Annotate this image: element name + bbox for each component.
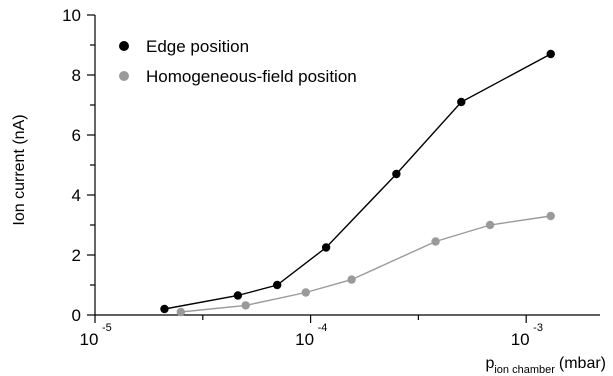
data-point (431, 237, 440, 246)
data-point (241, 301, 250, 310)
series-1 (160, 49, 555, 314)
data-point (321, 243, 331, 252)
series-line (164, 53, 552, 310)
y-tick-label: 6 (72, 126, 81, 145)
y-tick-label: 4 (72, 186, 81, 205)
legend-label: Homogeneous-field position (146, 67, 357, 86)
x-tick-label-base: 10 (511, 330, 530, 349)
series-layer (160, 49, 555, 317)
data-point (176, 307, 185, 317)
x-axis-title-subscript: ion chamber (494, 364, 555, 376)
legend-label: Edge position (146, 37, 249, 56)
legend: Edge position Homogeneous-field position (119, 37, 357, 86)
y-tick-label: 10 (62, 6, 81, 25)
x-tick-label-exponent: -4 (318, 322, 328, 334)
legend-marker (119, 41, 129, 51)
x-axis-title-main: p (485, 355, 494, 372)
x-tick-label-exponent: -3 (533, 322, 543, 334)
y-tick-label: 8 (72, 66, 81, 85)
x-tick-label-base: 10 (295, 330, 314, 349)
x-tick-label-base: 10 (80, 330, 99, 349)
data-point (233, 291, 243, 300)
series-2 (176, 211, 555, 317)
x-axis-title-unit: (mbar) (559, 355, 606, 372)
data-point (546, 49, 555, 59)
x-axis-title: pion chamber (mbar) (485, 355, 606, 376)
data-point (485, 220, 495, 230)
data-point (301, 288, 310, 297)
y-tick-label: 2 (72, 246, 81, 265)
data-point (160, 304, 169, 314)
data-point (272, 280, 282, 290)
data-point (392, 169, 401, 179)
y-axis-title: Ion current (nA) (11, 114, 28, 225)
data-point (347, 275, 356, 284)
y-tick-label: 0 (72, 306, 81, 325)
data-point (457, 97, 466, 107)
x-tick-label-exponent: -5 (102, 322, 112, 334)
data-point (546, 211, 555, 221)
legend-marker (119, 71, 129, 81)
